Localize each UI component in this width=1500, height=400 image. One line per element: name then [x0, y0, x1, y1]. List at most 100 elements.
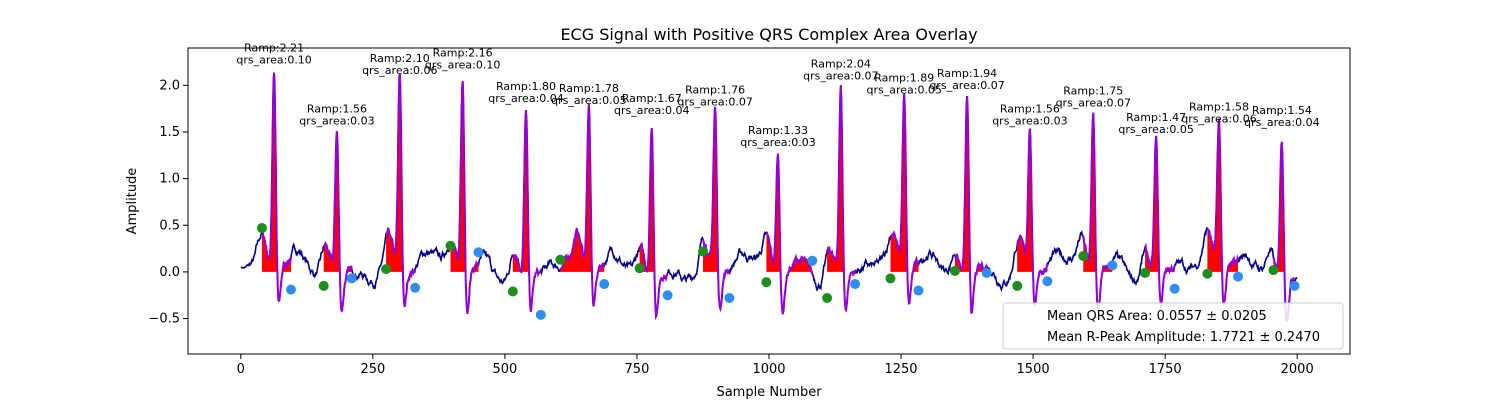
qrs-area-fill-9	[766, 153, 813, 272]
s-point-2	[346, 273, 357, 284]
qrs-segment-3	[385, 73, 417, 307]
qrs-area-label-5: qrs_area:0.04	[488, 92, 563, 105]
s-point-13	[1042, 276, 1053, 287]
s-point-9	[807, 255, 818, 266]
qrs-area-label-13: qrs_area:0.03	[992, 114, 1067, 127]
r-amp-label-8: Ramp:1.76	[685, 84, 745, 97]
r-amp-label-15: Ramp:1.47	[1126, 111, 1186, 124]
q-point-4	[445, 240, 456, 251]
qrs-area-label-10: qrs_area:0.07	[803, 70, 878, 83]
y-tick-label: 0.0	[159, 265, 180, 280]
y-tick-label: 1.5	[159, 125, 180, 140]
q-point-13	[1012, 280, 1023, 291]
qrs-segment-10	[826, 85, 857, 313]
legend: Mean QRS Area: 0.0557 ± 0.0205 Mean R-Pe…	[1002, 302, 1344, 350]
x-tick-label: 2000	[1281, 362, 1314, 377]
x-tick-label: 1500	[1017, 362, 1050, 377]
q-point-5	[507, 286, 518, 297]
y-axis-label: Amplitude	[125, 168, 140, 235]
x-tick-label: 750	[625, 362, 650, 377]
q-point-14	[1078, 251, 1089, 262]
q-point-9	[761, 277, 772, 288]
q-point-17	[1268, 265, 1279, 276]
qrs-segment-6	[559, 104, 606, 307]
q-point-7	[634, 263, 645, 274]
r-amp-label-16: Ramp:1.58	[1189, 101, 1249, 114]
qrs-segment-1	[260, 72, 292, 303]
x-tick-label: 1750	[1149, 362, 1182, 377]
qrs-segment-15	[1144, 135, 1176, 310]
q-point-6	[555, 254, 566, 265]
r-amp-label-2: Ramp:1.56	[307, 102, 367, 115]
qrs-area-fill-10	[827, 85, 856, 272]
qrs-segment-5	[512, 110, 542, 312]
r-amp-label-7: Ramp:1.67	[622, 92, 682, 105]
qrs-segment-2	[323, 131, 353, 313]
r-amp-label-6: Ramp:1.78	[559, 82, 619, 95]
q-point-8	[697, 246, 708, 257]
qrs-area-label-17: qrs_area:0.04	[1244, 116, 1319, 129]
qrs-area-label-11: qrs_area:0.05	[866, 84, 941, 97]
qrs-segment-7	[639, 128, 669, 321]
qrs-area-label-7: qrs_area:0.04	[614, 104, 689, 117]
s-point-11	[913, 285, 924, 296]
y-tick-label: 2.0	[159, 78, 180, 93]
qrs-area-fill-11	[890, 93, 919, 272]
x-tick-label: 0	[237, 362, 245, 377]
r-amp-label-9: Ramp:1.33	[748, 124, 808, 137]
y-tick-label: −0.5	[148, 312, 180, 327]
y-tick-label: 1.0	[159, 172, 180, 187]
r-amp-label-4: Ramp:2.16	[433, 46, 493, 59]
r-amp-label-3: Ramp:2.10	[370, 52, 430, 65]
qrs-area-label-15: qrs_area:0.05	[1118, 123, 1193, 136]
s-point-14	[1107, 260, 1118, 271]
q-point-3	[381, 264, 392, 275]
s-point-17	[1289, 280, 1300, 291]
qrs-segment-9	[765, 153, 814, 315]
x-tick-label: 500	[492, 362, 517, 377]
qrs-segment-13	[1016, 128, 1049, 307]
qrs-area-label-12: qrs_area:0.07	[929, 79, 1004, 92]
r-amp-label-17: Ramp:1.54	[1252, 104, 1312, 117]
s-point-3	[410, 282, 421, 293]
s-point-4	[473, 247, 484, 258]
s-point-12	[981, 267, 992, 278]
qrs-segment-16	[1206, 118, 1239, 306]
plot-area	[240, 72, 1300, 322]
r-amp-label-1: Ramp:2.21	[244, 42, 304, 55]
qrs-area-label-2: qrs_area:0.03	[299, 114, 374, 127]
q-point-15	[1140, 267, 1151, 278]
x-tick-label: 1250	[884, 362, 917, 377]
r-amp-label-10: Ramp:2.04	[811, 58, 871, 71]
x-axis-label: Sample Number	[716, 385, 822, 400]
r-amp-label-11: Ramp:1.89	[874, 72, 934, 85]
q-point-2	[318, 280, 329, 291]
qrs-segment-8	[702, 106, 731, 313]
qrs-area-label-16: qrs_area:0.06	[1181, 113, 1256, 126]
qrs-area-label-14: qrs_area:0.07	[1056, 97, 1131, 110]
q-point-11	[885, 273, 896, 284]
q-point-1	[256, 223, 267, 234]
qrs-area-label-1: qrs_area:0.10	[236, 54, 311, 67]
legend-entry-r-peak: Mean R-Peak Amplitude: 1.7721 ± 0.2470	[1047, 330, 1320, 345]
qrs-area-fill-16	[1207, 118, 1238, 272]
beat-annotations: Ramp:2.21qrs_area:0.10Ramp:1.56qrs_area:…	[236, 42, 1319, 149]
s-point-7	[662, 290, 673, 301]
x-tick-label: 1000	[752, 362, 785, 377]
x-tick-label: 250	[360, 362, 385, 377]
axis-ticks: 0 250 500 750 1000 1250 1500 1750 2000 −0.5 0.0 0.5…	[148, 78, 1313, 377]
qrs-area-label-4: qrs_area:0.10	[425, 58, 500, 71]
qrs-area-label-3: qrs_area:0.06	[362, 64, 437, 77]
s-point-6	[599, 279, 610, 290]
q-point-12	[949, 265, 960, 276]
qrs-area-label-8: qrs_area:0.07	[677, 96, 752, 109]
r-amp-label-13: Ramp:1.56	[1000, 102, 1060, 115]
legend-box	[1002, 302, 1344, 350]
s-point-15	[1169, 283, 1180, 294]
q-point-16	[1202, 268, 1213, 279]
s-point-10	[850, 279, 861, 290]
qrs-area-label-9: qrs_area:0.03	[740, 136, 815, 149]
y-tick-label: 0.5	[159, 218, 180, 233]
s-point-16	[1233, 271, 1244, 282]
r-amp-label-12: Ramp:1.94	[937, 67, 997, 80]
